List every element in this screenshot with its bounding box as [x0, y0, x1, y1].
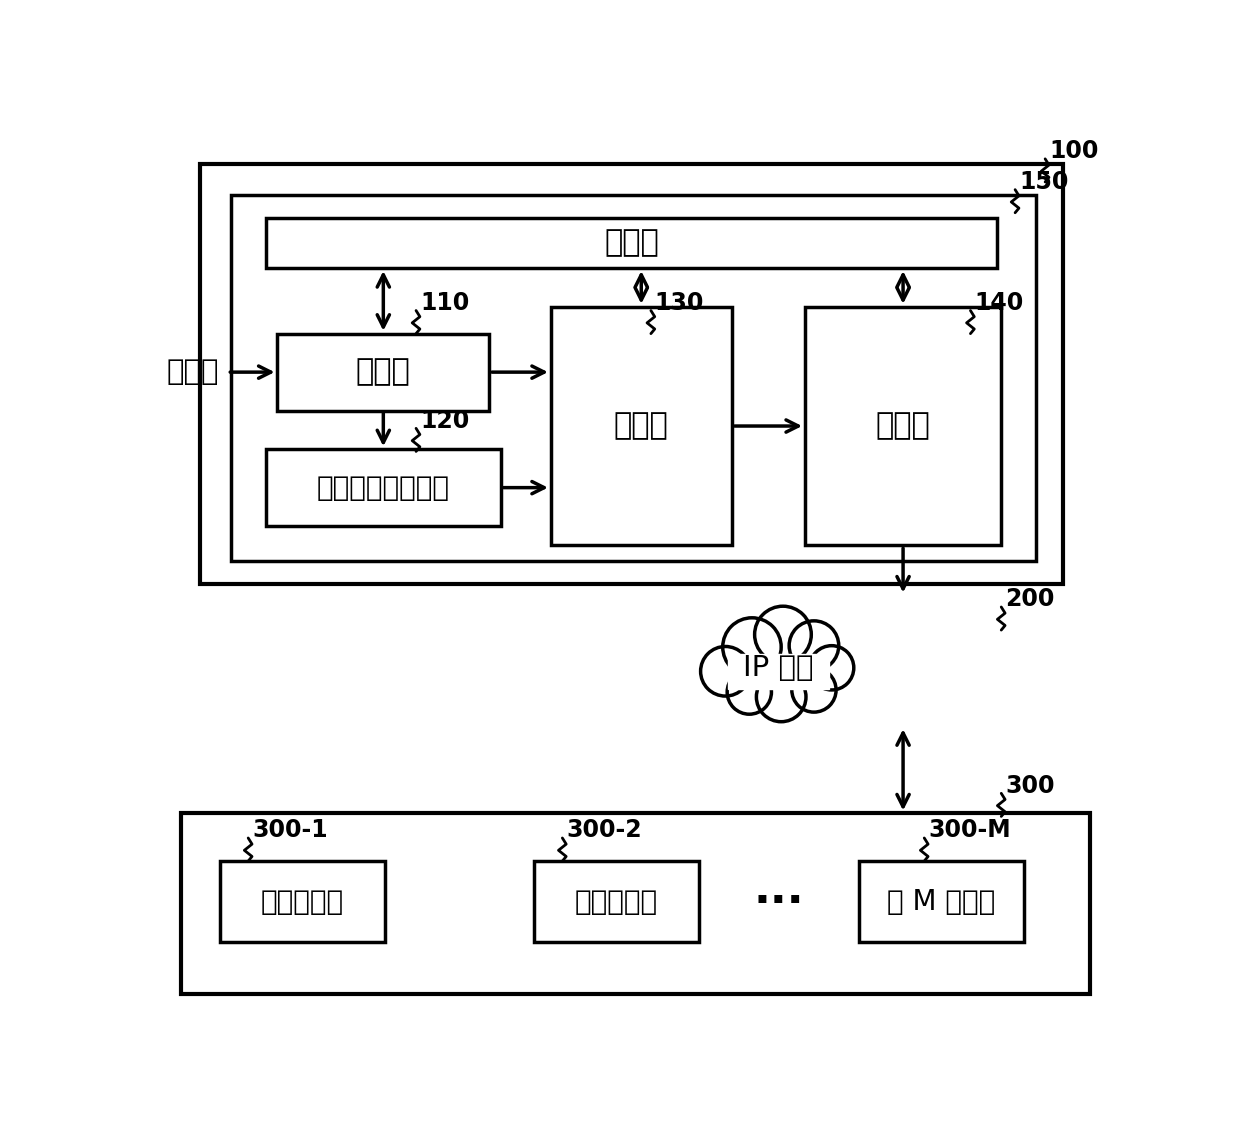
Circle shape — [727, 670, 771, 714]
Text: 200: 200 — [1006, 587, 1054, 611]
Polygon shape — [728, 654, 830, 689]
Text: 150: 150 — [1019, 170, 1069, 194]
Bar — [859, 861, 1024, 942]
Bar — [181, 813, 1090, 994]
Text: 110: 110 — [420, 291, 469, 315]
Text: 120: 120 — [420, 408, 469, 432]
Text: 通信部: 通信部 — [875, 412, 930, 440]
Circle shape — [723, 618, 781, 676]
Polygon shape — [725, 644, 832, 692]
Text: 第一目的地: 第一目的地 — [260, 888, 343, 915]
Text: 控制部: 控制部 — [604, 229, 658, 257]
Bar — [201, 165, 1063, 583]
Text: 130: 130 — [655, 291, 704, 315]
Circle shape — [789, 621, 838, 670]
Bar — [534, 861, 699, 942]
Text: 缓冲器: 缓冲器 — [614, 412, 668, 440]
Circle shape — [701, 646, 750, 696]
Circle shape — [755, 606, 811, 662]
Text: 300: 300 — [1006, 773, 1054, 797]
Text: ···: ··· — [754, 880, 805, 923]
Text: 源图像: 源图像 — [166, 358, 219, 387]
Text: IP 网络: IP 网络 — [743, 654, 813, 682]
Bar — [551, 307, 732, 546]
Circle shape — [792, 668, 836, 712]
Circle shape — [756, 673, 806, 722]
Bar — [265, 219, 997, 268]
Text: 300-2: 300-2 — [567, 818, 642, 842]
Bar — [265, 450, 501, 526]
Text: 300-M: 300-M — [928, 818, 1011, 842]
Circle shape — [810, 645, 854, 690]
Text: 第二目的地: 第二目的地 — [575, 888, 658, 915]
Bar — [219, 861, 386, 942]
Text: 编码部: 编码部 — [356, 358, 410, 387]
Bar — [231, 194, 1035, 561]
Text: 恢复数据包生成部: 恢复数据包生成部 — [317, 474, 450, 501]
Text: 第 M 目的地: 第 M 目的地 — [888, 888, 996, 915]
Bar — [278, 334, 490, 411]
Text: 140: 140 — [975, 291, 1023, 315]
Text: 100: 100 — [1049, 140, 1099, 164]
Text: 300-1: 300-1 — [252, 818, 327, 842]
Bar — [805, 307, 1001, 546]
